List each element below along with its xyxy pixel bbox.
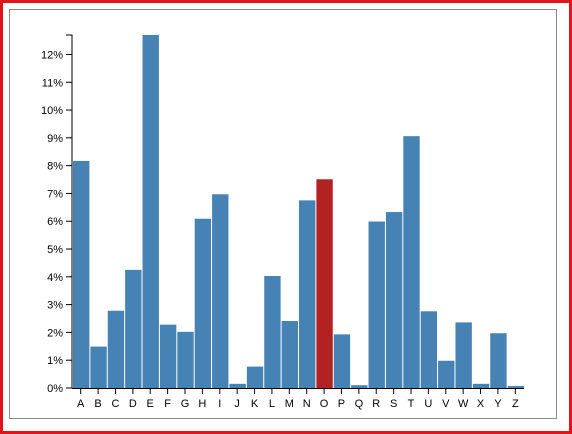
- x-tick-label-g: G: [181, 398, 190, 410]
- bar-e: [142, 35, 159, 388]
- x-tick-label-b: B: [94, 398, 101, 410]
- x-tick-label-v: V: [442, 398, 450, 410]
- x-tick-label-y: Y: [494, 398, 502, 410]
- bar-f: [159, 324, 177, 388]
- bar-t: [403, 136, 420, 388]
- bar-h: [194, 218, 212, 388]
- x-tick-label-r: R: [372, 398, 380, 410]
- x-tick-label-i: I: [218, 398, 221, 410]
- bar-v: [438, 360, 455, 388]
- bar-j: [229, 383, 246, 388]
- bar-d: [125, 269, 142, 388]
- bar-p: [333, 334, 351, 388]
- y-tick-label-8: 8%: [47, 161, 63, 173]
- y-tick-label-3: 3%: [47, 300, 63, 312]
- x-tick-label-q: Q: [355, 398, 364, 410]
- bar-k: [246, 366, 264, 388]
- x-tick-label-d: D: [129, 398, 137, 410]
- bar-n: [299, 200, 316, 388]
- bar-a: [73, 160, 90, 388]
- y-tick-label-4: 4%: [47, 272, 63, 284]
- y-tick-label-10: 10%: [41, 105, 63, 117]
- bar-x: [472, 383, 490, 388]
- bar-l: [264, 275, 281, 388]
- x-tick-label-h: H: [198, 398, 206, 410]
- y-axis: 0% 1% 2% 3% 4% 5% 6% 7% 8% 9% 10% 11% 12%: [41, 34, 73, 395]
- x-tick-label-f: F: [164, 398, 171, 410]
- y-tick-label-2: 2%: [47, 327, 63, 339]
- x-tick-label-j: J: [234, 398, 240, 410]
- bar-i: [212, 194, 229, 388]
- bar-z: [507, 386, 524, 388]
- bar-g: [177, 331, 194, 388]
- y-tick-label-11: 11%: [42, 77, 63, 89]
- y-tick-label-5: 5%: [47, 244, 63, 256]
- bar-u: [420, 311, 438, 388]
- bar-m: [281, 321, 298, 388]
- x-tick-label-z: Z: [512, 398, 519, 410]
- x-tick-label-u: U: [424, 398, 432, 410]
- bar-o: [316, 179, 333, 388]
- x-tick-label-a: A: [77, 398, 85, 410]
- y-axis-line: [66, 34, 73, 389]
- bars-group: [73, 35, 524, 388]
- bar-s: [385, 212, 403, 388]
- y-tick-label-0: 0%: [47, 383, 63, 395]
- x-tick-label-e: E: [147, 398, 154, 410]
- y-tick-label-9: 9%: [47, 133, 63, 145]
- bar-b: [90, 346, 107, 388]
- x-tick-label-l: L: [269, 398, 275, 410]
- y-tick-label-12: 12%: [41, 49, 63, 61]
- bar-r: [368, 221, 385, 388]
- x-tick-label-t: T: [408, 398, 415, 410]
- x-tick-label-p: P: [338, 398, 345, 410]
- bar-y: [490, 333, 507, 388]
- y-tick-label-7: 7%: [47, 188, 63, 200]
- x-tick-label-o: O: [320, 398, 329, 410]
- x-tick-label-s: S: [390, 398, 397, 410]
- x-tick-label-x: X: [477, 398, 485, 410]
- x-tick-label-w: W: [458, 398, 469, 410]
- y-tick-label-1: 1%: [47, 355, 63, 367]
- x-tick-label-k: K: [251, 398, 259, 410]
- x-tick-label-c: C: [111, 398, 119, 410]
- bar-c: [107, 310, 125, 388]
- x-tick-label-n: N: [303, 398, 311, 410]
- bar-w: [455, 322, 472, 388]
- y-tick-label-6: 6%: [47, 216, 63, 228]
- x-tick-label-m: M: [285, 398, 294, 410]
- bar-q: [351, 385, 368, 388]
